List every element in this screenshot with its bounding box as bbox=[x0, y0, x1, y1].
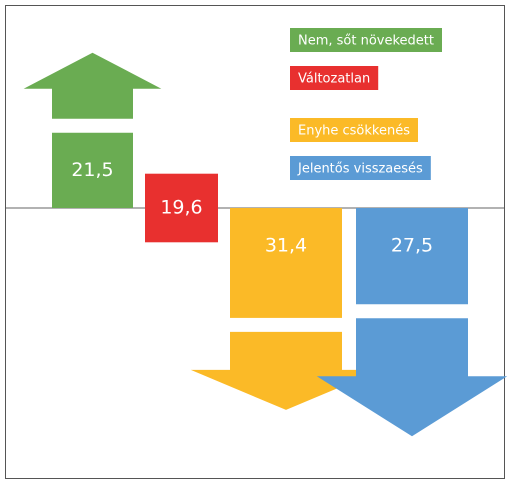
bar bbox=[356, 208, 468, 305]
arrow bbox=[190, 331, 382, 410]
legend-label: Nem, sőt növekedett bbox=[298, 34, 434, 49]
legend-swatch bbox=[290, 156, 431, 180]
frame bbox=[5, 5, 505, 479]
value-label: 31,4 bbox=[265, 235, 307, 257]
legend-label: Változatlan bbox=[298, 72, 370, 87]
legend-swatch bbox=[290, 66, 379, 90]
value-label: 27,5 bbox=[391, 235, 433, 257]
value-label: 21,5 bbox=[71, 159, 113, 181]
arrow bbox=[316, 318, 508, 437]
arrow bbox=[23, 52, 162, 119]
value-label: 19,6 bbox=[160, 197, 202, 219]
legend-label: Jelentős visszaesés bbox=[297, 162, 423, 177]
bar bbox=[230, 208, 342, 318]
bar bbox=[52, 132, 133, 208]
legend-swatch bbox=[290, 118, 418, 142]
legend-swatch bbox=[290, 28, 442, 52]
bar bbox=[145, 173, 218, 243]
legend-label: Enyhe csökkenés bbox=[298, 124, 410, 139]
